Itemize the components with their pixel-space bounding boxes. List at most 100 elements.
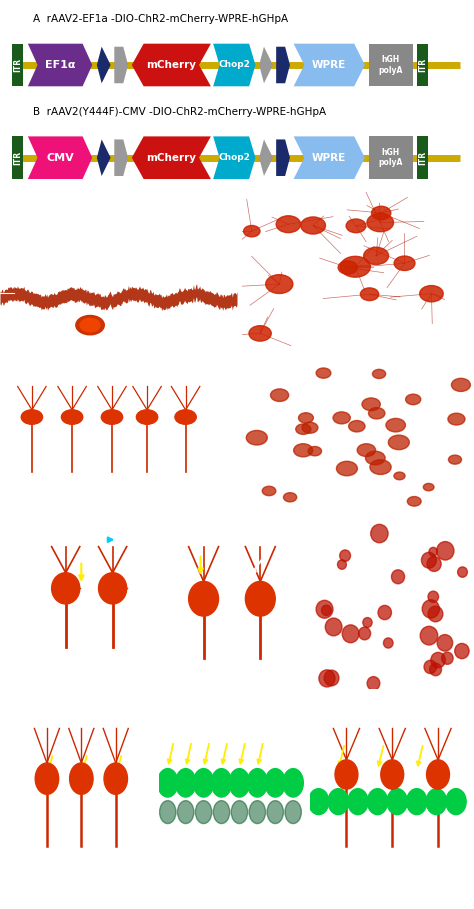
Circle shape	[392, 570, 405, 584]
Circle shape	[372, 206, 391, 220]
Circle shape	[321, 605, 331, 615]
Circle shape	[364, 247, 389, 265]
Circle shape	[229, 769, 250, 797]
Circle shape	[360, 288, 379, 301]
Circle shape	[451, 378, 470, 392]
Circle shape	[308, 446, 321, 455]
Circle shape	[177, 801, 194, 824]
Circle shape	[21, 410, 43, 425]
Text: F: F	[251, 357, 259, 371]
Polygon shape	[114, 139, 128, 176]
Polygon shape	[28, 44, 92, 86]
Circle shape	[429, 547, 438, 556]
Circle shape	[294, 444, 313, 457]
Circle shape	[457, 567, 467, 577]
Text: G: G	[6, 521, 16, 534]
Circle shape	[52, 573, 80, 604]
Circle shape	[430, 664, 441, 675]
Circle shape	[340, 256, 370, 277]
Polygon shape	[259, 46, 273, 84]
Circle shape	[423, 484, 434, 491]
Circle shape	[406, 395, 421, 405]
Text: D: D	[251, 195, 261, 208]
Circle shape	[266, 275, 293, 294]
Circle shape	[363, 617, 372, 627]
Circle shape	[367, 676, 380, 690]
Polygon shape	[28, 136, 92, 179]
Text: WPRE: WPRE	[312, 60, 346, 70]
Circle shape	[283, 769, 303, 797]
Circle shape	[328, 789, 348, 814]
Circle shape	[378, 605, 392, 620]
Circle shape	[388, 435, 410, 450]
Polygon shape	[132, 136, 211, 179]
Circle shape	[175, 769, 196, 797]
Circle shape	[383, 638, 393, 648]
Circle shape	[101, 410, 123, 425]
Circle shape	[407, 496, 421, 506]
Circle shape	[249, 325, 271, 341]
Circle shape	[335, 760, 358, 789]
Circle shape	[349, 421, 365, 432]
Circle shape	[370, 460, 391, 474]
Circle shape	[316, 600, 333, 618]
Polygon shape	[293, 136, 365, 179]
Circle shape	[407, 789, 427, 814]
Circle shape	[338, 261, 357, 275]
Circle shape	[359, 627, 371, 640]
Circle shape	[368, 407, 385, 419]
Text: Chop2: Chop2	[219, 154, 250, 162]
Circle shape	[337, 560, 346, 569]
Circle shape	[296, 424, 311, 435]
Circle shape	[422, 600, 439, 618]
Circle shape	[386, 418, 405, 432]
Polygon shape	[259, 139, 273, 176]
Circle shape	[246, 431, 267, 445]
Text: ITR: ITR	[13, 151, 22, 165]
Circle shape	[195, 801, 212, 824]
Circle shape	[283, 493, 297, 502]
Text: ITR: ITR	[13, 58, 22, 72]
Circle shape	[448, 414, 465, 425]
Text: A  rAAV2-EF1a -DIO-ChR2-mCherry-WPRE-hGHpA: A rAAV2-EF1a -DIO-ChR2-mCherry-WPRE-hGHp…	[33, 14, 288, 25]
FancyBboxPatch shape	[417, 136, 428, 179]
Circle shape	[394, 472, 405, 480]
Circle shape	[231, 801, 247, 824]
Circle shape	[394, 256, 415, 271]
Circle shape	[193, 769, 214, 797]
Circle shape	[299, 413, 313, 423]
Circle shape	[285, 801, 301, 824]
Text: J: J	[6, 697, 10, 710]
Circle shape	[371, 524, 388, 543]
Circle shape	[244, 225, 260, 237]
Circle shape	[157, 769, 178, 797]
Circle shape	[421, 553, 437, 568]
Circle shape	[104, 763, 128, 794]
Circle shape	[247, 769, 267, 797]
Circle shape	[302, 423, 318, 434]
Circle shape	[262, 486, 276, 495]
Circle shape	[427, 760, 449, 789]
Circle shape	[76, 315, 104, 335]
Circle shape	[424, 660, 437, 674]
Polygon shape	[114, 46, 128, 84]
Circle shape	[346, 219, 366, 233]
Text: Chop2: Chop2	[219, 61, 250, 69]
Circle shape	[324, 670, 339, 686]
Text: hGH
polyA: hGH polyA	[379, 148, 403, 167]
Text: hGH
polyA: hGH polyA	[379, 55, 403, 75]
Text: C: C	[9, 195, 18, 208]
Circle shape	[35, 763, 59, 794]
Circle shape	[80, 318, 100, 332]
Circle shape	[387, 789, 407, 814]
Circle shape	[342, 624, 359, 643]
Circle shape	[442, 652, 453, 664]
FancyBboxPatch shape	[12, 44, 23, 86]
Circle shape	[357, 444, 375, 456]
Circle shape	[448, 455, 462, 464]
Circle shape	[455, 644, 469, 659]
Circle shape	[362, 398, 380, 411]
Text: WPRE: WPRE	[312, 153, 346, 163]
Circle shape	[427, 556, 441, 572]
Text: I: I	[317, 521, 321, 534]
